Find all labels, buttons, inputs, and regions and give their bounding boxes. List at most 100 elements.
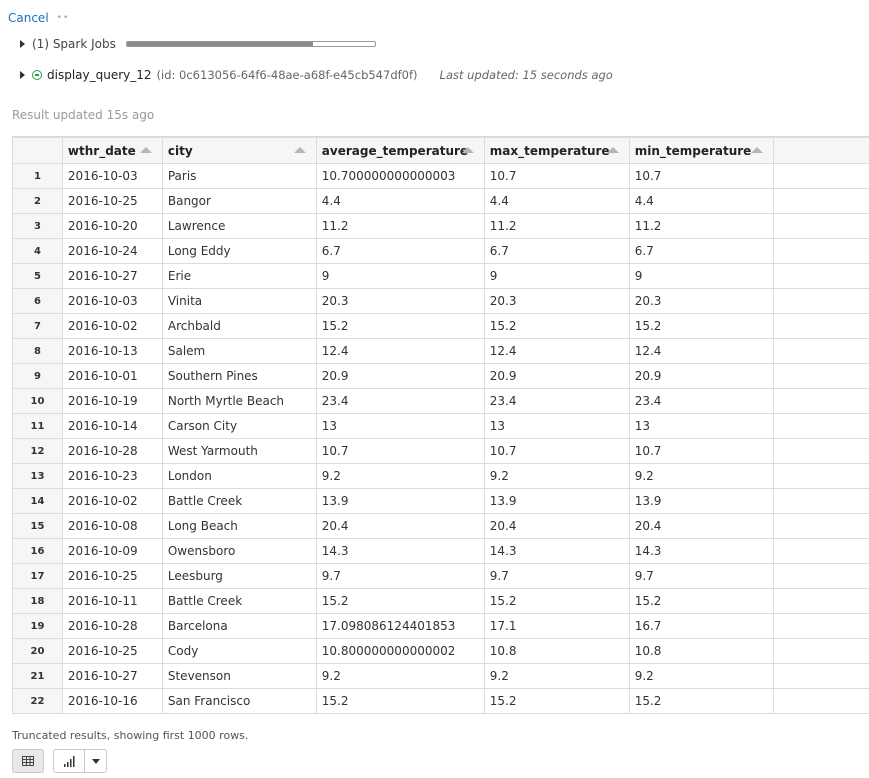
row-filler [772, 563, 869, 589]
table-cell: 9.7 [315, 563, 485, 589]
table-cell: 9.2 [315, 463, 485, 489]
table-row[interactable]: 3 2016-10-20 Lawrence 11.2 11.2 11.2 [12, 213, 869, 239]
table-row[interactable]: 8 2016-10-13 Salem 12.4 12.4 12.4 [12, 338, 869, 364]
table-cell: 20.3 [628, 288, 774, 314]
table-row[interactable]: 1 2016-10-03 Paris 10.700000000000003 10.7 10… [12, 163, 869, 189]
table-cell: 6.7 [315, 238, 485, 264]
table-cell: 10.7 [628, 438, 774, 464]
table-row[interactable]: 4 2016-10-24 Long Eddy 6.7 6.7 6.7 [12, 238, 869, 264]
row-filler [772, 288, 869, 314]
table-cell: 12.4 [628, 338, 774, 364]
row-index: 4 [12, 238, 63, 264]
table-cell: 13 [628, 413, 774, 439]
table-row[interactable]: 20 2016-10-25 Cody 10.800000000000002 10.8 10… [12, 638, 869, 664]
expand-triangle-icon[interactable] [20, 71, 25, 79]
table-cell: 9.7 [483, 563, 630, 589]
row-filler [772, 163, 869, 189]
table-row[interactable]: 15 2016-10-08 Long Beach 20.4 20.4 20.4 [12, 513, 869, 539]
sort-icon[interactable] [606, 147, 619, 153]
table-cell: 23.4 [315, 388, 485, 414]
table-row[interactable]: 18 2016-10-11 Battle Creek 15.2 15.2 15.2 [12, 588, 869, 614]
table-row[interactable]: 7 2016-10-02 Archbald 15.2 15.2 15.2 [12, 313, 869, 339]
row-index: 6 [12, 288, 63, 314]
chart-view-button[interactable] [53, 749, 85, 773]
table-cell: Paris [161, 163, 317, 189]
row-index: 18 [12, 588, 63, 614]
table-cell: 10.8 [628, 638, 774, 664]
table-cell: Long Beach [161, 513, 317, 539]
spark-jobs-row[interactable]: (1) Spark Jobs [20, 36, 376, 52]
table-cell: 10.7 [628, 163, 774, 189]
table-row[interactable]: 21 2016-10-27 Stevenson 9.2 9.2 9.2 [12, 663, 869, 689]
table-cell: 2016-10-25 [61, 563, 163, 589]
results-table-container[interactable]: wthr_date city average_temperature max_t… [12, 136, 869, 722]
table-row[interactable]: 22 2016-10-16 San Francisco 15.2 15.2 15.2 [12, 688, 869, 714]
table-row[interactable]: 14 2016-10-02 Battle Creek 13.9 13.9 13.9 [12, 488, 869, 514]
table-row[interactable]: 9 2016-10-01 Southern Pines 20.9 20.9 20.9 [12, 363, 869, 389]
chart-options-dropdown[interactable] [85, 749, 107, 773]
table-cell: Long Eddy [161, 238, 317, 264]
spark-jobs-label[interactable]: (1) Spark Jobs [32, 37, 116, 51]
table-cell: 15.2 [315, 313, 485, 339]
table-cell: 2016-10-28 [61, 613, 163, 639]
expand-triangle-icon[interactable] [20, 40, 25, 48]
table-row[interactable]: 16 2016-10-09 Owensboro 14.3 14.3 14.3 [12, 538, 869, 564]
column-header-max-temperature[interactable]: max_temperature [483, 137, 630, 164]
table-cell: 10.800000000000002 [315, 638, 485, 664]
table-cell: 20.9 [483, 363, 630, 389]
table-row[interactable]: 19 2016-10-28 Barcelona 17.098086124401853 1… [12, 613, 869, 639]
table-row[interactable]: 11 2016-10-14 Carson City 13 13 13 [12, 413, 869, 439]
table-row[interactable]: 17 2016-10-25 Leesburg 9.7 9.7 9.7 [12, 563, 869, 589]
table-cell: 15.2 [483, 688, 630, 714]
row-filler [772, 513, 869, 539]
column-header-city[interactable]: city [161, 137, 317, 164]
sort-icon[interactable] [139, 147, 152, 153]
sort-icon[interactable] [461, 147, 474, 153]
table-cell: 13.9 [315, 488, 485, 514]
table-cell: 2016-10-19 [61, 388, 163, 414]
table-row[interactable]: 5 2016-10-27 Erie 9 9 9 [12, 263, 869, 289]
table-cell: 9.2 [628, 663, 774, 689]
table-cell: 4.4 [483, 188, 630, 214]
table-cell: 9 [315, 263, 485, 289]
table-row[interactable]: 2 2016-10-25 Bangor 4.4 4.4 4.4 [12, 188, 869, 214]
column-header-label: city [167, 143, 193, 158]
row-index: 7 [12, 313, 63, 339]
table-cell: 13.9 [483, 488, 630, 514]
table-cell: 11.2 [483, 213, 630, 239]
cancel-button[interactable]: Cancel [8, 11, 49, 25]
table-cell: Battle Creek [161, 588, 317, 614]
chart-view-group [53, 749, 107, 773]
row-filler [772, 413, 869, 439]
table-cell: 15.2 [483, 313, 630, 339]
table-cell: 6.7 [628, 238, 774, 264]
table-row[interactable]: 6 2016-10-03 Vinita 20.3 20.3 20.3 [12, 288, 869, 314]
table-cell: 11.2 [315, 213, 485, 239]
row-filler [772, 538, 869, 564]
row-filler [772, 438, 869, 464]
column-header-wthr-date[interactable]: wthr_date [61, 137, 163, 164]
table-row[interactable]: 10 2016-10-19 North Myrtle Beach 23.4 23.4 23… [12, 388, 869, 414]
sort-icon[interactable] [293, 147, 306, 153]
table-cell: 20.3 [315, 288, 485, 314]
bar-chart-icon [64, 755, 75, 767]
table-cell: 2016-10-25 [61, 188, 163, 214]
table-cell: 2016-10-02 [61, 313, 163, 339]
table-header-row: wthr_date city average_temperature max_t… [12, 137, 869, 164]
column-header-average-temperature[interactable]: average_temperature [315, 137, 485, 164]
cancel-row: Cancel •• [8, 9, 69, 27]
table-cell: 9 [483, 263, 630, 289]
table-cell: Archbald [161, 313, 317, 339]
table-view-button[interactable] [12, 749, 44, 773]
table-cell: 13.9 [628, 488, 774, 514]
column-header-min-temperature[interactable]: min_temperature [628, 137, 774, 164]
table-cell: Salem [161, 338, 317, 364]
table-cell: 9.2 [483, 663, 630, 689]
table-cell: Erie [161, 263, 317, 289]
row-filler [772, 238, 869, 264]
row-index: 14 [12, 488, 63, 514]
sort-icon[interactable] [750, 147, 763, 153]
results-table: wthr_date city average_temperature max_t… [12, 137, 869, 714]
table-row[interactable]: 13 2016-10-23 London 9.2 9.2 9.2 [12, 463, 869, 489]
table-row[interactable]: 12 2016-10-28 West Yarmouth 10.7 10.7 10.7 [12, 438, 869, 464]
